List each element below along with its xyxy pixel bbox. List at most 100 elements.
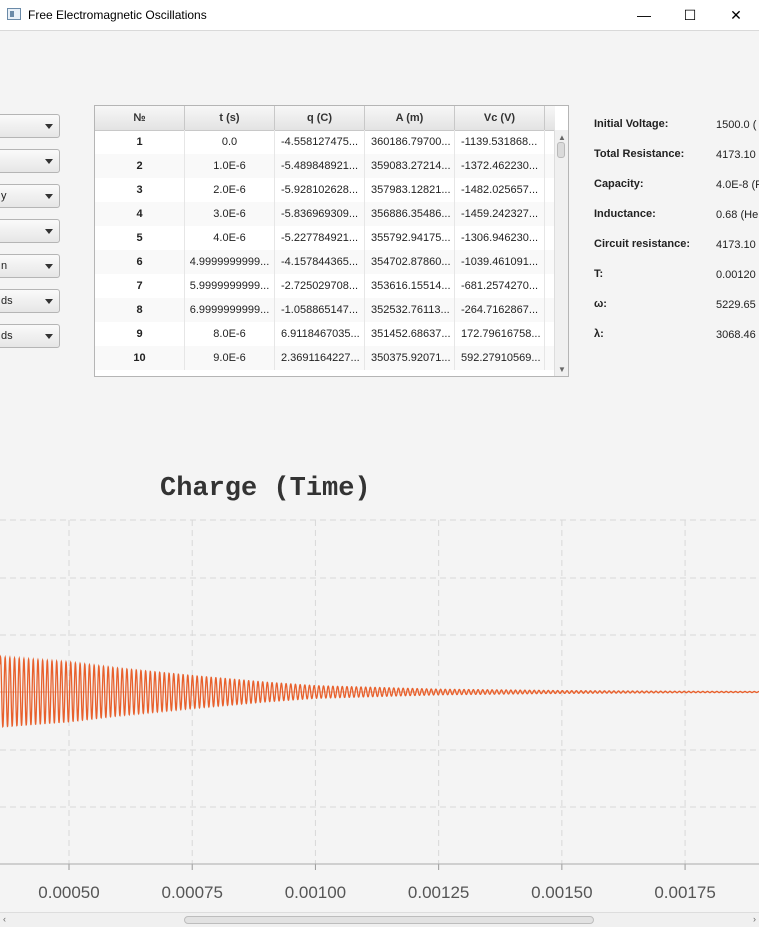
info-label: ω: [594,298,607,310]
chart-title: Charge (Time) [160,474,371,504]
combo-box[interactable] [0,114,60,138]
info-label: Capacity: [594,178,644,190]
table-cell: 7 [95,274,185,298]
table-cell: 10 [95,346,185,370]
info-label: Circuit resistance: [594,238,690,250]
x-tick-label: 0.00075 [161,883,222,902]
title-bar: Free Electromagnetic Oscillations — ☐ ✕ [0,0,759,31]
combo-box[interactable]: ds [0,324,60,348]
table-row[interactable]: 6 4.9999999999... -4.157844365... 354702.87… [95,250,555,274]
table-cell: 357983.12821... [365,178,455,202]
table-cell: 4.0E-6 [185,226,275,250]
combo-box[interactable]: n [0,254,60,278]
info-label: Initial Voltage: [594,118,669,130]
chevron-down-icon [45,264,53,269]
table-row[interactable]: 1 0.0 -4.558127475... 360186.79700... -1139.… [95,130,555,154]
table-cell: -5.489848921... [275,154,365,178]
table-cell: 6.9999999999... [185,298,275,322]
table-cell: -5.836969309... [275,202,365,226]
table-cell: 360186.79700... [365,130,455,154]
table-cell: -5.928102628... [275,178,365,202]
table-cell: 4.9999999999... [185,250,275,274]
table-cell: 9.0E-6 [185,346,275,370]
table-cell: 3 [95,178,185,202]
info-label: λ: [594,328,604,340]
info-label: Inductance: [594,208,656,220]
table-row[interactable]: 3 2.0E-6 -5.928102628... 357983.12821... -14… [95,178,555,202]
x-tick-label: 0.00100 [285,883,346,902]
table-cell: -1139.531868... [455,130,545,154]
data-table[interactable]: № t (s) q (C) A (m) Vc (V) 1 0.0 -4.558127… [94,105,569,377]
table-cell: 1.0E-6 [185,154,275,178]
x-tick-label: 0.00175 [654,883,715,902]
column-header-number[interactable]: № [95,106,185,130]
table-cell: 8.0E-6 [185,322,275,346]
table-cell: -1372.462230... [455,154,545,178]
x-tick-label: 0.00125 [408,883,469,902]
table-cell: 356886.35486... [365,202,455,226]
chevron-down-icon [45,299,53,304]
table-cell: 9 [95,322,185,346]
table-row[interactable]: 5 4.0E-6 -5.227784921... 355792.94175... -13… [95,226,555,250]
table-vertical-scrollbar[interactable]: ▲ ▼ [554,130,568,376]
table-row[interactable]: 10 9.0E-6 2.3691164227... 350375.92071... 59… [95,346,555,370]
table-cell: -4.157844365... [275,250,365,274]
table-cell: -681.2574270... [455,274,545,298]
info-value: 4173.10 [716,149,756,161]
table-cell: 4 [95,202,185,226]
column-header-charge[interactable]: q (C) [275,106,365,130]
table-cell: -1459.242327... [455,202,545,226]
horizontal-scrollbar[interactable]: ‹ › [0,912,759,927]
table-cell: 1 [95,130,185,154]
maximize-button[interactable]: ☐ [683,6,697,23]
scroll-thumb[interactable] [184,916,594,924]
table-cell: -1.058865147... [275,298,365,322]
table-cell: 355792.94175... [365,226,455,250]
chevron-down-icon [45,194,53,199]
close-button[interactable]: ✕ [730,6,742,23]
info-label: Total Resistance: [594,148,685,160]
table-cell: 359083.27214... [365,154,455,178]
column-header-amplitude[interactable]: A (m) [365,106,455,130]
column-header-time[interactable]: t (s) [185,106,275,130]
combo-text: y [1,190,7,202]
table-row[interactable]: 4 3.0E-6 -5.836969309... 356886.35486... -14… [95,202,555,226]
scroll-left-icon[interactable]: ‹ [3,914,6,924]
scroll-down-icon[interactable]: ▼ [558,365,566,374]
table-cell: 592.27910569... [455,346,545,370]
info-value: 4173.10 [716,239,756,251]
combo-box[interactable]: y [0,184,60,208]
table-cell: -1482.025657... [455,178,545,202]
table-cell: -1039.461091... [455,250,545,274]
app-icon [7,8,21,20]
x-tick-label: 0.00150 [531,883,592,902]
info-value: 0.00120 [716,269,756,281]
combo-text: n [1,260,8,272]
table-cell: 350375.92071... [365,346,455,370]
table-cell: 352532.76113... [365,298,455,322]
chevron-down-icon [45,124,53,129]
scroll-thumb[interactable] [557,142,565,158]
table-cell: -2.725029708... [275,274,365,298]
table-cell: 2 [95,154,185,178]
table-cell: 6 [95,250,185,274]
info-value: 5229.65 [716,299,756,311]
table-row[interactable]: 9 8.0E-6 6.9118467035... 351452.68637... 172… [95,322,555,346]
table-cell: -1306.946230... [455,226,545,250]
table-cell: 2.0E-6 [185,178,275,202]
combo-box[interactable]: ds [0,289,60,313]
combo-box[interactable] [0,219,60,243]
scroll-right-icon[interactable]: › [753,914,756,924]
table-row[interactable]: 8 6.9999999999... -1.058865147... 352532.76… [95,298,555,322]
table-cell: -4.558127475... [275,130,365,154]
scroll-up-icon[interactable]: ▲ [558,133,566,142]
table-row[interactable]: 7 5.9999999999... -2.725029708... 353616.15… [95,274,555,298]
table-cell: 354702.87860... [365,250,455,274]
x-tick-label: 0.00050 [38,883,99,902]
table-header: № t (s) q (C) A (m) Vc (V) [95,106,555,131]
minimize-button[interactable]: — [637,7,651,23]
combo-box[interactable] [0,149,60,173]
table-row[interactable]: 2 1.0E-6 -5.489848921... 359083.27214... -13… [95,154,555,178]
column-header-voltage[interactable]: Vc (V) [455,106,545,130]
chevron-down-icon [45,334,53,339]
